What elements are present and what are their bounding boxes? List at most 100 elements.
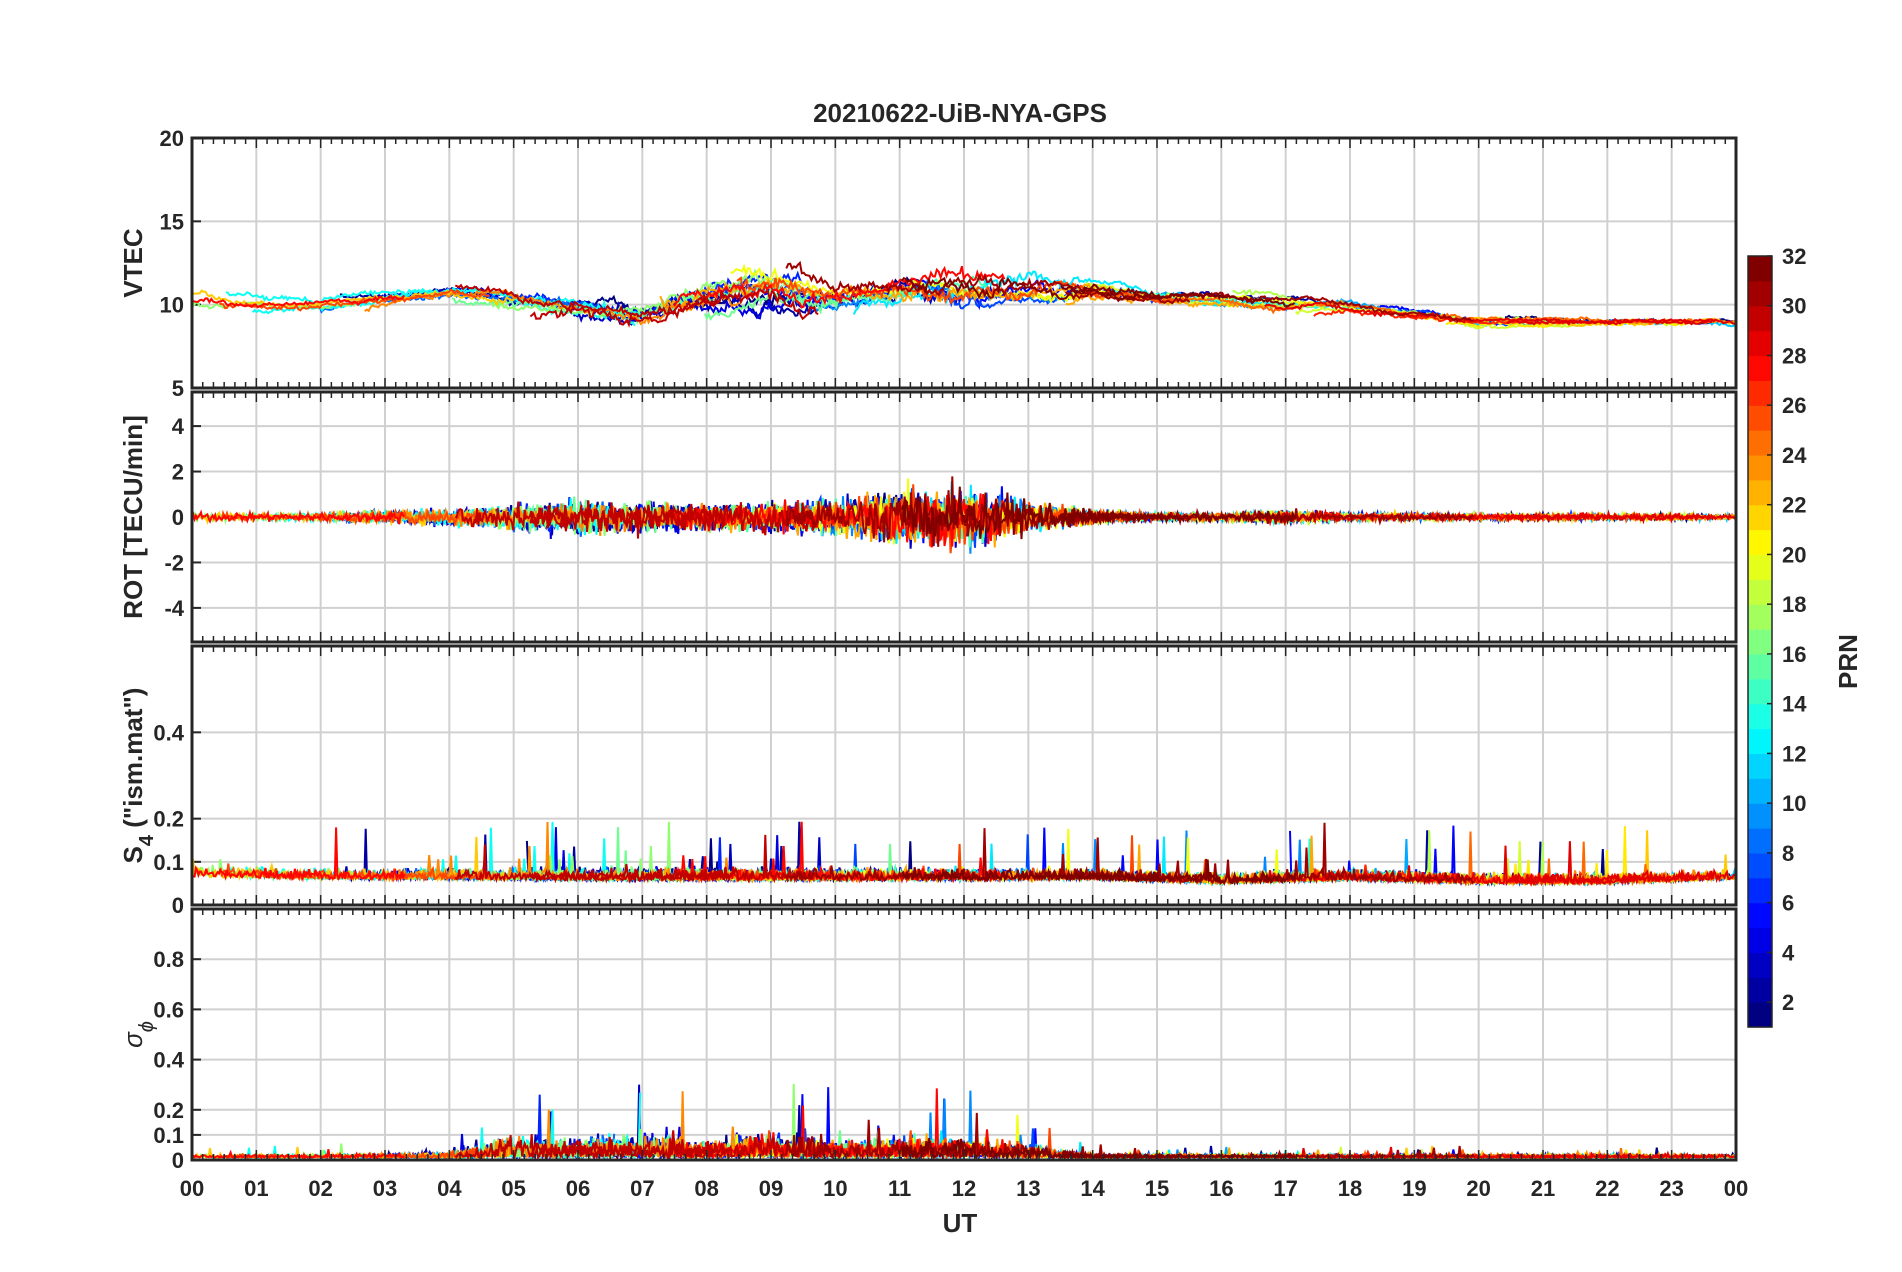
colorbar-tick-label: 4 xyxy=(1782,940,1795,965)
x-tick-label: 13 xyxy=(1016,1176,1040,1201)
x-tick-label: 20 xyxy=(1466,1176,1490,1201)
x-tick-label: 06 xyxy=(566,1176,590,1201)
series-line-prn-26 xyxy=(218,288,490,312)
colorbar-tick-label: 2 xyxy=(1782,990,1794,1015)
y-axis-label: ROT [TECU/min] xyxy=(118,415,148,619)
colorbar-tick-label: 16 xyxy=(1782,642,1806,667)
series-line-prn-32 xyxy=(1060,859,1297,886)
colorbar-segment xyxy=(1748,554,1772,580)
y-tick-label: 0 xyxy=(172,893,184,918)
y-tick-label: 0.1 xyxy=(153,1123,184,1148)
colorbar-tick-label: 24 xyxy=(1782,443,1807,468)
x-tick-label: 02 xyxy=(308,1176,332,1201)
y-tick-label: 0.2 xyxy=(153,1098,184,1123)
colorbar-tick-label: 8 xyxy=(1782,841,1794,866)
x-tick-label: 15 xyxy=(1145,1176,1169,1201)
colorbar-segment xyxy=(1748,330,1772,357)
colorbar-segment xyxy=(1748,579,1772,605)
x-tick-label: 01 xyxy=(244,1176,268,1201)
colorbar-segment xyxy=(1748,405,1772,431)
series-line-prn-29 xyxy=(1506,511,1736,525)
series-line-prn-13 xyxy=(225,285,642,319)
colorbar-tick-label: 22 xyxy=(1782,493,1806,518)
y-tick-label: 2 xyxy=(172,460,184,485)
y-tick-label: 0.2 xyxy=(153,807,184,832)
panel-4: 00.10.2 0.4 0.6 0.8 σϕ xyxy=(118,907,1738,1173)
y-tick-label: 0 xyxy=(172,505,184,530)
series-line-prn-28 xyxy=(192,1149,405,1160)
panel-1: 5 10 15 20 VTEC xyxy=(118,126,1738,401)
x-tick-label: 17 xyxy=(1273,1176,1297,1201)
colorbar-segment xyxy=(1748,305,1772,332)
y-tick-label: -2 xyxy=(164,550,184,575)
x-tick-label: 08 xyxy=(694,1176,718,1201)
x-tick-label: 07 xyxy=(630,1176,654,1201)
series-line-prn-28 xyxy=(673,1088,1006,1160)
x-tick-label: 10 xyxy=(823,1176,847,1201)
series-line-prn-29 xyxy=(1506,867,1736,887)
chart-title: 20210622-UiB-NYA-GPS xyxy=(813,98,1107,128)
colorbar-segment xyxy=(1748,430,1772,456)
series-line-prn-24 xyxy=(364,288,740,326)
colorbar-tick-label: 10 xyxy=(1782,791,1806,816)
y-axis-label: S4 ("ism.mat") xyxy=(118,688,158,864)
x-tick-label: 04 xyxy=(437,1176,462,1201)
colorbar-tick-label: 12 xyxy=(1782,741,1806,766)
colorbar-segment xyxy=(1748,778,1772,804)
series-group xyxy=(192,821,1736,888)
colorbar-tick-label: 18 xyxy=(1782,592,1806,617)
colorbar-segment xyxy=(1748,877,1772,904)
colorbar-segment xyxy=(1748,653,1772,680)
x-tick-label: 18 xyxy=(1338,1176,1362,1201)
series-line-prn-17 xyxy=(491,268,820,319)
colorbar-segment xyxy=(1748,902,1772,929)
y-tick-label: 5 xyxy=(172,376,184,401)
y-tick-label: 0.4 xyxy=(153,720,184,745)
colorbar-segment xyxy=(1748,256,1772,282)
series-line-prn-32 xyxy=(901,866,1164,884)
colorbar-segment xyxy=(1748,952,1772,978)
series-line-prn-32 xyxy=(900,486,1165,540)
colorbar-tick-label: 30 xyxy=(1782,294,1806,319)
colorbar-segment xyxy=(1748,380,1772,406)
x-tick-label: 09 xyxy=(759,1176,783,1201)
y-tick-label: 0 xyxy=(172,1148,184,1173)
series-line-prn-28 xyxy=(673,265,1006,309)
x-tick-label: 00 xyxy=(1724,1176,1748,1201)
y-tick-label: 20 xyxy=(160,126,184,151)
colorbar-segment xyxy=(1748,678,1772,705)
y-tick-label: 15 xyxy=(160,209,184,234)
colorbar-segment xyxy=(1748,280,1772,307)
x-tick-label: 12 xyxy=(952,1176,976,1201)
series-line-prn-29 xyxy=(1506,317,1735,326)
x-tick-label: 21 xyxy=(1531,1176,1555,1201)
y-tick-label: 0.6 xyxy=(153,997,184,1022)
x-tick-label: 19 xyxy=(1402,1176,1426,1201)
panel-2: -4 -2 0 2 4 ROT [TECU/min] xyxy=(118,390,1738,644)
x-tick-label: 22 xyxy=(1595,1176,1619,1201)
series-line-prn-28 xyxy=(192,827,406,883)
colorbar-segment xyxy=(1748,803,1772,829)
colorbar-tick-label: 20 xyxy=(1782,542,1806,567)
colorbar-frame xyxy=(1747,255,1773,1028)
colorbar-segment xyxy=(1748,753,1772,779)
colorbar-segment xyxy=(1748,1002,1772,1028)
series-line-prn-32 xyxy=(1060,283,1296,308)
y-tick-label: 4 xyxy=(172,414,185,439)
x-tick-label: 14 xyxy=(1080,1176,1105,1201)
colorbar-tick-label: 14 xyxy=(1782,692,1807,717)
series-line-prn-32 xyxy=(900,1137,1164,1160)
x-axis-label: UT xyxy=(943,1208,978,1238)
series-group xyxy=(192,260,1736,330)
colorbar-segment xyxy=(1748,604,1772,630)
colorbar-segment xyxy=(1748,454,1772,481)
y-tick-label: 0.8 xyxy=(153,947,184,972)
y-axis-label: VTEC xyxy=(118,228,148,298)
series-line-prn-29 xyxy=(1506,1150,1736,1160)
series-line-prn-16 xyxy=(703,287,905,322)
x-tick-label: 03 xyxy=(373,1176,397,1201)
